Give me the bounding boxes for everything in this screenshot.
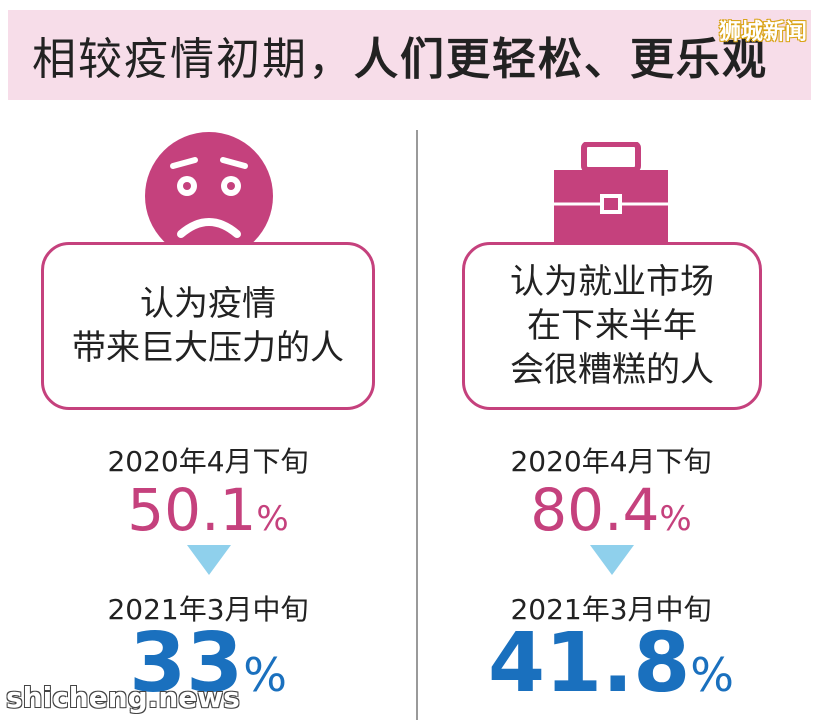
right-value-2021-unit: % [690,648,735,702]
title-banner: 相较疫情初期， 人们更轻松、更乐观 [8,10,811,100]
left-value-2020-unit: % [256,499,289,539]
brand-watermark-top: 狮城新闻 [718,20,807,45]
right-value-2020-number: 80.4 [530,476,660,544]
right-down-arrow-icon [590,545,634,575]
right-description-card: 认为就业市场 在下来半年 会很糟糕的人 [462,242,762,410]
right-value-2021: 41.8% [451,616,771,711]
right-period-2020: 2020年4月下旬 [510,445,712,478]
left-down-arrow-icon [187,545,231,575]
column-divider [416,130,418,720]
right-period-2021: 2021年3月中旬 [510,593,712,626]
left-value-2020-number: 50.1 [127,476,257,544]
title-light: 相较疫情初期， [32,34,354,85]
right-card-line-3: 会很糟糕的人 [510,350,714,390]
left-period-2021: 2021年3月中旬 [107,593,309,626]
left-value-2021-number: 33 [129,616,244,711]
brand-watermark-bottom: shicheng.news [6,681,240,714]
briefcase-icon [554,142,668,256]
worried-face-icon [145,132,273,260]
left-card-line-2: 带来巨大压力的人 [72,328,344,368]
right-value-2021-number: 41.8 [487,616,691,711]
left-value-2021: 33% [48,616,368,711]
right-card-line-2: 在下来半年 [527,306,697,346]
right-value-2020-unit: % [659,499,692,539]
left-card-line-1: 认为疫情 [140,284,276,324]
right-value-2020: 80.4% [451,476,771,544]
left-description-card: 认为疫情 带来巨大压力的人 [41,242,375,410]
title-bold: 人们更轻松、更乐观 [354,34,768,85]
left-value-2020: 50.1% [48,476,368,544]
right-card-line-1: 认为就业市场 [510,262,714,302]
left-value-2021-unit: % [243,648,287,702]
left-period-2020: 2020年4月下旬 [107,445,309,478]
